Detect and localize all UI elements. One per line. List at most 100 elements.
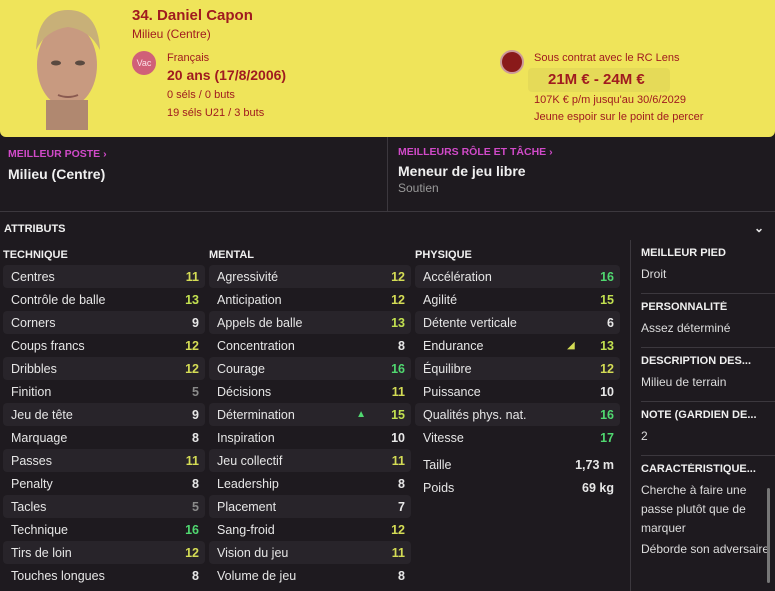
attribute-row[interactable]: Anticipation 12: [209, 288, 411, 311]
attribute-row[interactable]: Marquage 8: [3, 426, 205, 449]
best-position-label[interactable]: MEILLEUR POSTE: [8, 148, 101, 160]
best-position-value: Milieu (Centre): [8, 166, 106, 182]
attribute-name: Touches longues: [11, 568, 105, 583]
side-info-title: MEILLEUR PIED: [641, 247, 726, 259]
attribute-name: Passes: [11, 453, 52, 468]
attribute-value: 17: [600, 430, 614, 445]
attribute-row[interactable]: Technique 16: [3, 518, 205, 541]
info-name: Poids: [423, 480, 455, 495]
side-info-block: Déborde son adversaire: [641, 540, 775, 568]
best-role-label[interactable]: MEILLEURS RÔLE ET TÂCHE: [398, 146, 547, 158]
attribute-row[interactable]: Détente verticale 6: [415, 311, 620, 334]
side-info-value: Déborde son adversaire: [641, 542, 770, 556]
attribute-value: 11: [185, 269, 199, 284]
physique-column: PHYSIQUE Accélération 16 Agilité 15 Détente v…: [415, 247, 620, 499]
attribute-value: 15: [391, 407, 405, 422]
attribute-value: 8: [192, 430, 199, 445]
attribute-row[interactable]: Détermination 15 ▲: [209, 403, 411, 426]
attribute-row[interactable]: Vision du jeu 11: [209, 541, 411, 564]
attribute-name: Vision du jeu: [217, 545, 289, 560]
column-title: TECHNIQUE: [3, 249, 68, 261]
attribute-name: Penalty: [11, 476, 53, 491]
attribute-value: 9: [192, 407, 199, 422]
age: 20 ans (17/8/2006): [167, 67, 287, 83]
attribute-row[interactable]: Tacles 5: [3, 495, 205, 518]
trend-down-arrow-icon: ◤: [567, 340, 575, 351]
attribute-name: Tacles: [11, 499, 47, 514]
scrollbar[interactable]: [767, 488, 770, 583]
attribute-row[interactable]: Qualités phys. nat. 16: [415, 403, 620, 426]
attribute-row[interactable]: Inspiration 10: [209, 426, 411, 449]
attribute-row[interactable]: Centres 11: [3, 265, 205, 288]
attribute-row[interactable]: Vitesse 17: [415, 426, 620, 449]
attribute-row[interactable]: Décisions 11: [209, 380, 411, 403]
attribute-row[interactable]: Tirs de loin 12: [3, 541, 205, 564]
attribute-name: Appels de balle: [217, 315, 303, 330]
attribute-row[interactable]: Sang-froid 12: [209, 518, 411, 541]
attribute-name: Technique: [11, 522, 68, 537]
best-role-link[interactable]: MEILLEURS RÔLE ET TÂCHE ›: [398, 146, 553, 158]
attribute-row[interactable]: Courage 16: [209, 357, 411, 380]
attribute-row[interactable]: Coups francs 12: [3, 334, 205, 357]
wage: 107K € p/m jusqu'au 30/6/2029: [534, 94, 686, 106]
attribute-value: 11: [391, 453, 405, 468]
attribute-row[interactable]: Puissance 10: [415, 380, 620, 403]
attribute-value: 9: [192, 315, 199, 330]
attribute-row[interactable]: Passes 11: [3, 449, 205, 472]
attribute-name: Inspiration: [217, 430, 275, 445]
attribute-row[interactable]: Agilité 15: [415, 288, 620, 311]
attribute-value: 7: [398, 499, 405, 514]
attribute-row[interactable]: Jeu collectif 11: [209, 449, 411, 472]
attribute-value: 10: [600, 384, 614, 399]
collapse-chevron-icon[interactable]: ⌄: [754, 221, 765, 235]
attribute-value: 15: [600, 292, 614, 307]
nationality[interactable]: Français: [167, 52, 210, 64]
best-position-link[interactable]: MEILLEUR POSTE ›: [8, 148, 107, 160]
transfer-value: 21M € - 24M €: [528, 68, 670, 92]
attribute-row[interactable]: Jeu de tête 9: [3, 403, 205, 426]
attribute-row[interactable]: Penalty 8: [3, 472, 205, 495]
attribute-row[interactable]: Équilibre 12: [415, 357, 620, 380]
best-role-value: Meneur de jeu libre: [398, 163, 526, 179]
attribute-value: 16: [185, 522, 199, 537]
info-name: Taille: [423, 457, 452, 472]
attribute-value: 13: [600, 338, 614, 353]
attribute-row[interactable]: Placement 7: [209, 495, 411, 518]
attribute-value: 11: [391, 384, 405, 399]
attribute-name: Qualités phys. nat.: [423, 407, 527, 422]
attribute-row[interactable]: Concentration 8: [209, 334, 411, 357]
side-info-value: Assez déterminé: [641, 321, 731, 335]
attribute-row[interactable]: Appels de balle 13: [209, 311, 411, 334]
attribute-row[interactable]: Corners 9: [3, 311, 205, 334]
u21-caps: 19 séls U21 / 3 buts: [167, 107, 265, 119]
attribute-value: 5: [192, 499, 199, 514]
technique-column: TECHNIQUE Centres 11 Contrôle de balle 13 Cor…: [3, 247, 205, 587]
attribute-name: Centres: [11, 269, 55, 284]
column-title: MENTAL: [209, 249, 255, 261]
attribute-value: 8: [192, 568, 199, 583]
side-info-value: 2: [641, 429, 648, 443]
attribute-name: Placement: [217, 499, 277, 514]
attribute-row[interactable]: Contrôle de balle 13: [3, 288, 205, 311]
attribute-value: 12: [391, 292, 405, 307]
nation-badge[interactable]: Vac: [132, 51, 156, 75]
attribute-name: Décisions: [217, 384, 272, 399]
attribute-row[interactable]: Touches longues 8: [3, 564, 205, 587]
contract-club[interactable]: Sous contrat avec le RC Lens: [534, 52, 680, 64]
player-name: 34. Daniel Capon: [132, 7, 253, 24]
attribute-value: 11: [391, 545, 405, 560]
club-crest-icon[interactable]: [500, 50, 524, 74]
side-info-title: DESCRIPTION DES...: [641, 355, 752, 367]
attribute-row[interactable]: Accélération 16: [415, 265, 620, 288]
attribute-value: 16: [391, 361, 405, 376]
attribute-row[interactable]: Endurance 13 ◤: [415, 334, 620, 357]
attribute-row[interactable]: Volume de jeu 8: [209, 564, 411, 587]
side-info-title: NOTE (GARDIEN DE...: [641, 409, 757, 421]
attribute-row[interactable]: Finition 5: [3, 380, 205, 403]
attribute-value: 10: [391, 430, 405, 445]
attribute-name: Vitesse: [423, 430, 464, 445]
attribute-row[interactable]: Leadership 8: [209, 472, 411, 495]
attribute-row[interactable]: Dribbles 12: [3, 357, 205, 380]
attribute-row[interactable]: Agressivité 12: [209, 265, 411, 288]
attribute-name: Jeu collectif: [217, 453, 283, 468]
